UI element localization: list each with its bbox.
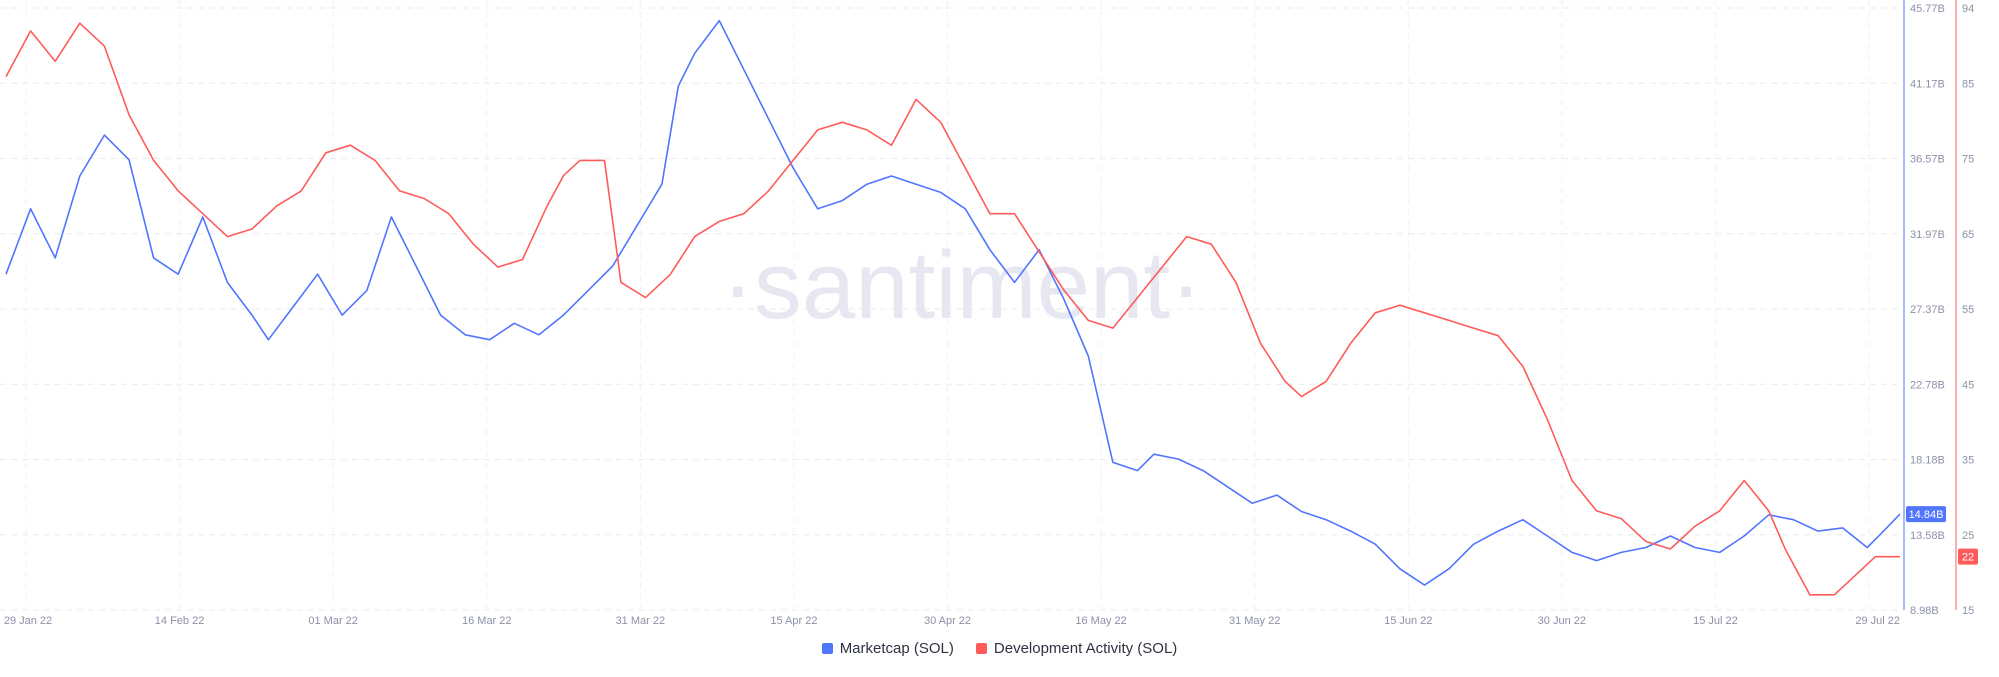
legend: Marketcap (SOL) Development Activity (SO… [0,640,1999,657]
y-tick-label-left: 36.57B [1910,154,1945,166]
last-value-badge-marketcap [1906,506,1946,523]
x-tick-label: 15 Jun 22 [1384,615,1432,627]
y-tick-label-right: 15 [1962,605,1974,617]
legend-swatch-development-activity [975,643,987,654]
y-tick-label-left: 22.78B [1910,379,1945,391]
x-tick-label: 30 Jun 22 [1538,615,1586,627]
x-tick-label: 31 Mar 22 [616,615,666,627]
y-tick-label-right: 94 [1962,3,1974,15]
y-tick-label-left: 31.97B [1910,229,1945,241]
series-line-development-activity [5,22,1900,596]
x-tick-label: 29 Jan 22 [4,615,52,627]
last-value-label-marketcap: 14.84B [1909,509,1944,521]
y-tick-label-right: 75 [1962,154,1974,166]
y-tick-label-right: 55 [1962,304,1974,316]
y-tick-label-right: 35 [1962,455,1974,467]
y-tick-label-right: 85 [1962,78,1974,90]
x-tick-label: 14 Feb 22 [155,615,205,627]
y-tick-label-left: 13.58B [1910,530,1945,542]
y-tick-label-left: 8.98B [1910,605,1939,617]
x-tick-label: 30 Apr 22 [924,615,971,627]
x-tick-label: 16 May 22 [1075,615,1126,627]
y-tick-label-left: 45.77B [1910,3,1945,15]
watermark: ·santiment· [722,232,1202,339]
y-tick-label-right: 25 [1962,530,1974,542]
last-value-badge-development-activity [1958,548,1978,565]
x-tick-label: 15 Jul 22 [1693,615,1738,627]
legend-item-marketcap[interactable]: Marketcap (SOL) [821,640,954,657]
y-tick-label-left: 18.18B [1910,455,1945,467]
x-tick-label: 15 Apr 22 [770,615,817,627]
x-tick-label: 29 Jul 22 [1855,615,1900,627]
legend-item-development-activity[interactable]: Development Activity (SOL) [975,640,1178,657]
series-line-marketcap [5,19,1901,586]
y-tick-label-right: 45 [1962,379,1974,391]
last-value-label-development-activity: 22 [1962,552,1974,564]
x-tick-label: 31 May 22 [1229,615,1280,627]
x-tick-label: 16 Mar 22 [462,615,512,627]
legend-swatch-marketcap [821,643,833,654]
legend-label-development-activity: Development Activity (SOL) [993,640,1178,657]
y-tick-label-right: 65 [1962,229,1974,241]
y-tick-label-left: 41.17B [1910,78,1945,90]
y-tick-label-left: 27.37B [1910,304,1945,316]
legend-label-marketcap: Marketcap (SOL) [839,640,954,657]
x-tick-label: 01 Mar 22 [308,615,358,627]
